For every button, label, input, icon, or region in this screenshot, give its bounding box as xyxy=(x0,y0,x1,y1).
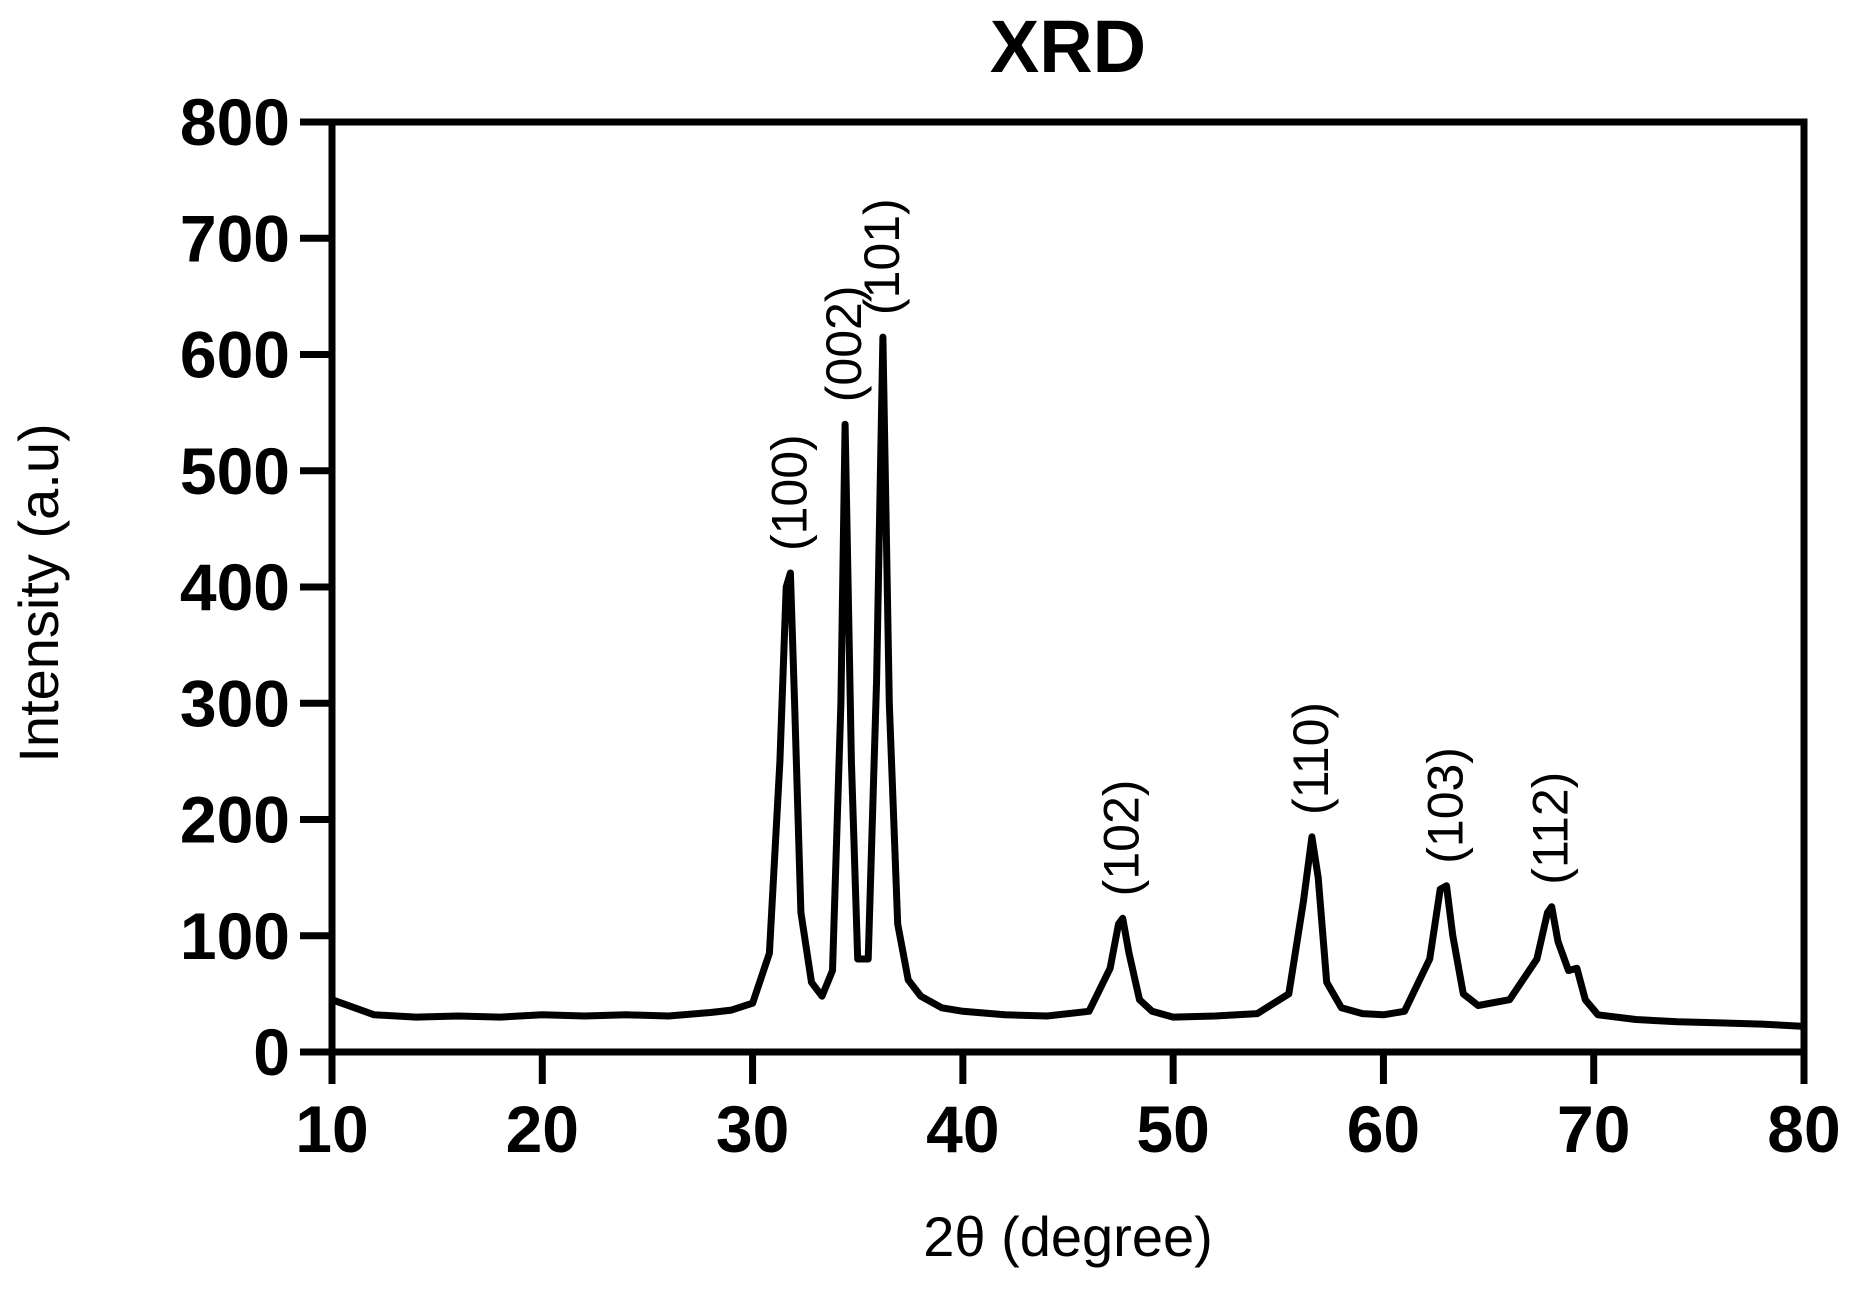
xrd-pattern-line xyxy=(330,333,1805,1030)
y-tick-label: 100 xyxy=(180,899,290,973)
peak-label: (002) xyxy=(816,286,872,403)
y-tick-label: 700 xyxy=(180,201,290,275)
y-tick-label: 300 xyxy=(180,666,290,740)
y-tick-label: 200 xyxy=(180,783,290,857)
peak-label: (110) xyxy=(1283,702,1339,815)
y-tick-label: 800 xyxy=(180,85,290,159)
x-axis-ticks: 10 20 30 40 50 60 70 80 xyxy=(295,1052,1841,1166)
x-axis-label: 2θ (degree) xyxy=(923,1205,1213,1268)
x-tick-label: 80 xyxy=(1767,1092,1840,1166)
peak-label: (100) xyxy=(761,434,817,551)
y-tick-label: 500 xyxy=(180,434,290,508)
y-tick-label: 600 xyxy=(180,318,290,392)
peak-label: (103) xyxy=(1418,747,1474,864)
x-tick-label: 70 xyxy=(1557,1092,1630,1166)
series-layer xyxy=(330,333,1805,1030)
y-tick-label: 0 xyxy=(253,1015,290,1089)
x-tick-label: 10 xyxy=(295,1092,368,1166)
y-tick-label: 400 xyxy=(180,550,290,624)
x-tick-label: 50 xyxy=(1136,1092,1209,1166)
y-axis-ticks: 0 100 200 300 400 500 600 700 800 xyxy=(180,85,332,1089)
x-tick-label: 40 xyxy=(926,1092,999,1166)
plot-frame xyxy=(328,118,1808,1056)
x-tick-label: 30 xyxy=(716,1092,789,1166)
peak-label: (112) xyxy=(1523,772,1579,885)
x-tick-label: 20 xyxy=(506,1092,579,1166)
peak-label: (101) xyxy=(854,198,910,315)
y-axis-label: Intensity (a.u) xyxy=(7,423,70,762)
chart-title: XRD xyxy=(990,5,1146,88)
peak-label: (102) xyxy=(1094,780,1150,897)
x-tick-label: 60 xyxy=(1347,1092,1420,1166)
peak-annotations: (100) (002)(101) (102) (110) (103) (112) xyxy=(761,198,1578,896)
